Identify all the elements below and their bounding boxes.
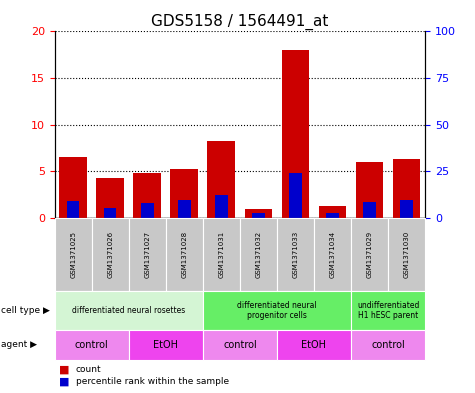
Bar [133, 173, 161, 218]
Text: ■: ■ [59, 376, 70, 386]
Bar [208, 141, 235, 218]
Bar [393, 159, 420, 218]
Text: ■: ■ [59, 364, 70, 375]
Bar [104, 208, 116, 218]
Text: GSM1371033: GSM1371033 [293, 231, 298, 278]
Text: count: count [76, 365, 102, 374]
Text: GSM1371028: GSM1371028 [181, 231, 187, 278]
Bar [67, 201, 79, 218]
Bar [363, 202, 376, 218]
Bar [215, 195, 228, 218]
Text: control: control [223, 340, 257, 350]
Text: EtOH: EtOH [153, 340, 178, 350]
Bar [319, 206, 346, 218]
Text: GSM1371026: GSM1371026 [107, 231, 113, 278]
Bar [59, 156, 87, 218]
Text: control: control [75, 340, 109, 350]
Bar [289, 173, 302, 218]
Bar [141, 203, 153, 218]
Text: GSM1371030: GSM1371030 [404, 231, 409, 278]
Bar [178, 200, 190, 218]
Text: GSM1371029: GSM1371029 [367, 231, 372, 278]
Bar [326, 213, 339, 218]
Text: EtOH: EtOH [302, 340, 326, 350]
Bar [245, 209, 272, 218]
Text: GSM1371025: GSM1371025 [70, 231, 76, 278]
Bar [252, 213, 265, 218]
Bar [96, 178, 124, 218]
Text: control: control [371, 340, 405, 350]
Bar [356, 162, 383, 218]
Text: undifferentiated
H1 hESC parent: undifferentiated H1 hESC parent [357, 301, 419, 320]
Title: GDS5158 / 1564491_at: GDS5158 / 1564491_at [151, 14, 329, 30]
Bar [400, 200, 413, 218]
Text: GSM1371031: GSM1371031 [218, 231, 224, 278]
Text: GSM1371027: GSM1371027 [144, 231, 150, 278]
Text: GSM1371034: GSM1371034 [330, 231, 335, 278]
Text: cell type ▶: cell type ▶ [1, 306, 50, 315]
Bar [171, 169, 198, 218]
Text: differentiated neural
progenitor cells: differentiated neural progenitor cells [237, 301, 317, 320]
Text: differentiated neural rosettes: differentiated neural rosettes [72, 306, 185, 315]
Text: agent ▶: agent ▶ [1, 340, 37, 349]
Text: GSM1371032: GSM1371032 [256, 231, 261, 278]
Bar [282, 50, 309, 218]
Text: percentile rank within the sample: percentile rank within the sample [76, 377, 229, 386]
